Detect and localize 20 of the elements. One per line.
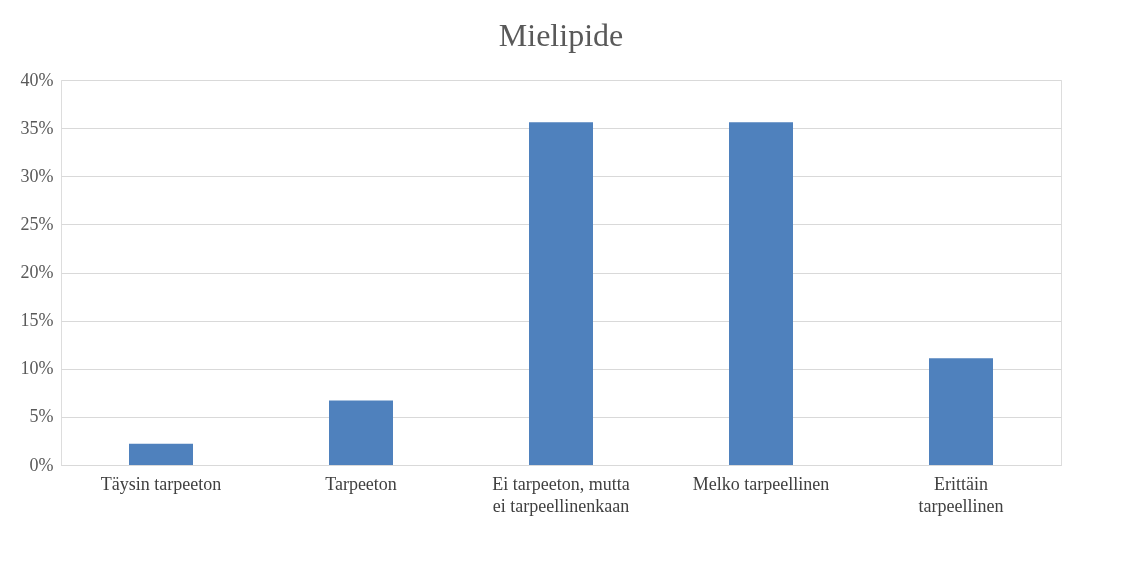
y-tick-label: 5%	[29, 406, 54, 427]
x-tick-label: Melko tarpeellinen	[692, 473, 830, 494]
bar	[529, 122, 593, 465]
x-tick-label: Erittäin tarpeellinen	[918, 473, 1004, 516]
y-tick-label: 30%	[20, 165, 54, 186]
bar	[729, 122, 793, 465]
y-tick-label: 25%	[20, 213, 54, 234]
y-tick-label: 20%	[20, 262, 54, 282]
bar	[929, 358, 993, 465]
y-tick-label: 35%	[20, 117, 54, 138]
x-tick-label: Ei tarpeeton, mutta ei tarpeellinenkaan	[492, 473, 630, 516]
y-tick-label: 40%	[20, 69, 54, 90]
y-tick-label: 10%	[20, 358, 54, 379]
bar	[129, 443, 193, 465]
x-tick-label: Tarpeeton	[325, 473, 397, 494]
y-tick-label: 0%	[29, 454, 54, 475]
x-tick-label: Täysin tarpeeton	[100, 473, 222, 494]
chart-title: Mielipide	[498, 17, 624, 53]
bar	[329, 400, 393, 465]
y-tick-label: 15%	[20, 310, 54, 331]
